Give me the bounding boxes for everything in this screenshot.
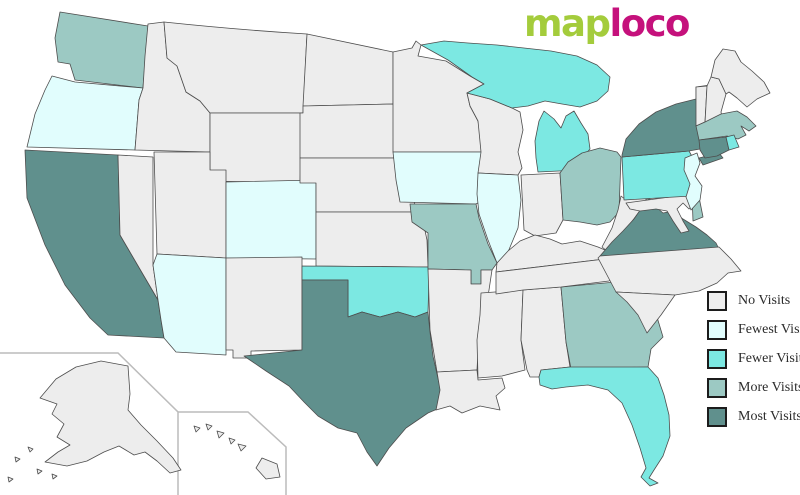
- state-sc: [615, 291, 676, 334]
- legend-label: Fewest Visits: [738, 322, 800, 337]
- hawaii-inset-box: [178, 411, 287, 495]
- states-group: [7, 11, 771, 487]
- legend: No Visits Fewest Visits Fewer Visits Mor…: [707, 291, 800, 437]
- legend-label: More Visits: [738, 380, 800, 395]
- state-co: [225, 179, 317, 260]
- legend-swatch-most-visits: [707, 407, 727, 427]
- state-ma: [695, 110, 757, 141]
- state-ks: [315, 211, 429, 268]
- legend-item-most-visits: Most Visits: [707, 407, 800, 427]
- state-in: [520, 172, 564, 237]
- state-nc: [597, 246, 742, 296]
- legend-label: Most Visits: [738, 409, 800, 424]
- alaska-inset-box: [0, 352, 179, 495]
- state-la: [435, 369, 506, 414]
- state-ak-aleutians: [7, 446, 58, 483]
- state-mi-superior: [420, 40, 611, 109]
- state-or: [26, 75, 144, 151]
- state-sd: [299, 103, 401, 159]
- state-ak: [39, 360, 182, 474]
- legend-swatch-more-visits: [707, 378, 727, 398]
- state-ms: [476, 289, 526, 379]
- logo-text-map: map: [524, 2, 611, 45]
- legend-label: Fewer Visits: [738, 351, 800, 366]
- state-tx: [243, 279, 450, 467]
- state-me: [710, 48, 771, 108]
- legend-label: No Visits: [738, 293, 791, 308]
- state-nj: [683, 152, 703, 211]
- legend-swatch-fewest-visits: [707, 320, 727, 340]
- state-hi: [193, 423, 281, 480]
- state-az: [152, 253, 227, 356]
- state-oh: [559, 147, 622, 226]
- state-nm: [225, 256, 303, 359]
- state-nd: [302, 33, 394, 107]
- inset-boxes: [0, 352, 287, 495]
- state-wa: [54, 11, 149, 89]
- legend-item-no-visits: No Visits: [707, 291, 800, 311]
- legend-item-fewest-visits: Fewest Visits: [707, 320, 800, 340]
- legend-swatch-fewer-visits: [707, 349, 727, 369]
- legend-swatch-no-visits: [707, 291, 727, 311]
- logo-text-loco: loco: [609, 2, 691, 45]
- state-mt: [163, 21, 308, 114]
- state-ct: [698, 136, 730, 159]
- state-ia: [392, 151, 491, 205]
- state-ri: [725, 134, 740, 151]
- maploco-logo[interactable]: maploco: [524, 2, 691, 46]
- legend-item-fewer-visits: Fewer Visits: [707, 349, 800, 369]
- state-fl: [538, 366, 671, 487]
- legend-item-more-visits: More Visits: [707, 378, 800, 398]
